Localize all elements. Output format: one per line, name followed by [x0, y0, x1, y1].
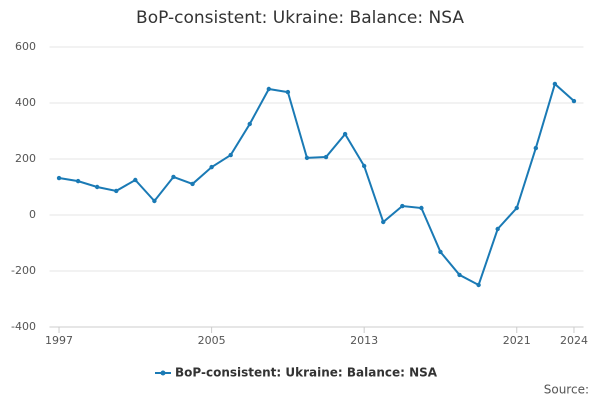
series-line: [58, 82, 575, 287]
legend-label: BoP-consistent: Ukraine: Balance: NSA: [175, 366, 438, 380]
x-tick-label: 2021: [503, 334, 531, 347]
point: [323, 154, 329, 160]
point: [342, 131, 348, 137]
x-tick-label: 1997: [45, 334, 73, 347]
point: [495, 226, 500, 232]
point: [190, 181, 195, 187]
point: [304, 155, 310, 161]
point: [94, 184, 100, 190]
point: [533, 145, 539, 151]
point: [75, 178, 81, 184]
y-tick-label: 0: [29, 208, 36, 221]
point: [228, 152, 233, 158]
y-tick-label: -400: [11, 320, 36, 333]
point: [438, 249, 443, 255]
point: [209, 164, 214, 170]
x-tick-label: 2024: [560, 334, 588, 347]
point: [133, 177, 138, 183]
y-tick-label: -200: [11, 264, 36, 277]
point: [400, 203, 405, 209]
x-tick-label: 2005: [198, 334, 226, 347]
source: Source:: [544, 383, 589, 397]
chart-title: BoP-consistent: Ukraine: Balance: NSA: [136, 8, 464, 28]
point: [152, 198, 157, 204]
y-tick-label: 400: [15, 96, 36, 109]
point: [361, 163, 367, 169]
legend-marker: [160, 370, 166, 376]
y-tick-label: 600: [15, 40, 36, 53]
point: [114, 188, 119, 194]
point: [381, 219, 386, 225]
point: [514, 205, 519, 211]
point: [56, 175, 62, 181]
point: [285, 89, 291, 95]
x-tick-label: 2013: [350, 334, 378, 347]
point: [419, 205, 424, 211]
point: [171, 174, 176, 180]
point: [457, 272, 462, 278]
y-tick-label: 200: [15, 152, 36, 165]
point: [266, 86, 272, 92]
point: [476, 282, 481, 288]
point: [247, 121, 252, 127]
point: [571, 98, 577, 104]
point: [552, 81, 558, 87]
